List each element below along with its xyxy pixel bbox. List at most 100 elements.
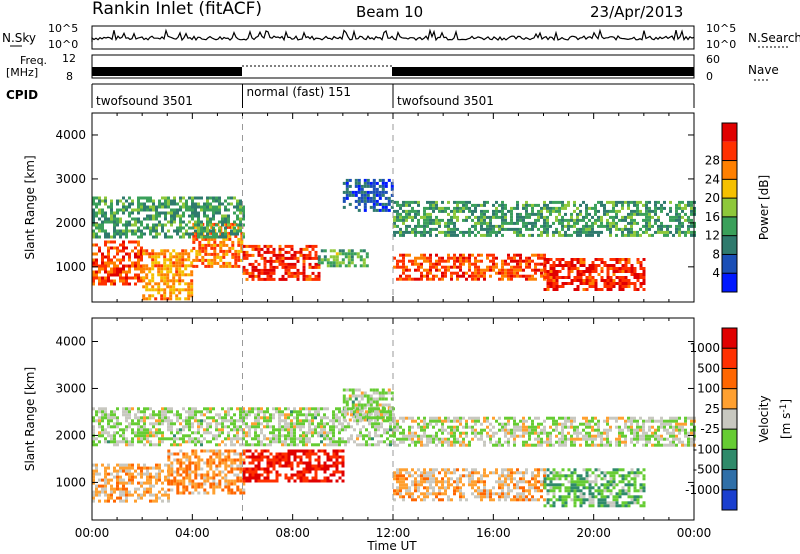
heatmap-cell — [392, 413, 395, 417]
heatmap-cell — [104, 475, 107, 479]
heatmap-cell — [218, 443, 221, 447]
heatmap-cell — [624, 285, 628, 288]
heatmap-cell — [92, 443, 95, 447]
heatmap-cell — [305, 419, 308, 423]
heatmap-cell — [414, 262, 417, 266]
heatmap-cell — [332, 416, 335, 420]
heatmap-cell — [140, 484, 143, 488]
heatmap-cell — [212, 437, 215, 441]
heatmap-cell — [603, 474, 607, 478]
heatmap-cell — [567, 486, 571, 490]
heatmap-cell — [420, 498, 423, 502]
heatmap-cell — [654, 206, 657, 210]
heatmap-cell — [190, 294, 194, 298]
heatmap-cell — [221, 214, 224, 218]
heatmap-cell — [450, 230, 453, 234]
heatmap-cell — [576, 270, 580, 273]
heatmap-cell — [522, 474, 525, 478]
heatmap-cell — [257, 425, 260, 429]
heatmap-cell — [248, 473, 252, 477]
heatmap-cell — [399, 218, 402, 222]
heatmap-cell — [573, 501, 577, 505]
heatmap-cell — [125, 490, 128, 494]
heatmap-cell — [573, 471, 577, 475]
heatmap-cell — [305, 413, 308, 417]
heatmap-cell — [435, 483, 438, 487]
heatmap-cell — [302, 413, 305, 417]
heatmap-cell — [356, 443, 359, 447]
heatmap-cell — [305, 256, 309, 260]
heatmap-cell — [290, 256, 294, 260]
cpid-label: CPID — [6, 88, 38, 102]
heatmap-cell — [426, 268, 429, 272]
heatmap-cell — [546, 230, 549, 234]
heatmap-cell — [251, 476, 255, 480]
heatmap-cell — [185, 425, 188, 429]
heatmap-cell — [230, 416, 233, 420]
heatmap-cell — [528, 483, 531, 487]
heatmap-cell — [597, 492, 601, 496]
heatmap-cell — [305, 470, 309, 474]
heatmap-cell — [152, 434, 155, 438]
heatmap-cell — [311, 464, 315, 468]
heatmap-cell — [290, 443, 293, 447]
heatmap-cell — [546, 203, 549, 207]
heatmap-cell — [209, 235, 212, 239]
heatmap-cell — [345, 397, 349, 401]
heatmap-cell — [242, 437, 245, 441]
heatmap-cell — [140, 481, 143, 485]
heatmap-cell — [137, 431, 140, 435]
heatmap-cell — [178, 264, 182, 268]
heatmap-cell — [119, 279, 122, 283]
heatmap-cell — [648, 212, 651, 216]
heatmap-cell — [591, 230, 594, 234]
heatmap-cell — [582, 501, 586, 505]
heatmap-cell — [570, 218, 573, 222]
heatmap-cell — [278, 437, 281, 441]
heatmap-cell — [447, 495, 450, 499]
heatmap-cell — [429, 486, 432, 490]
heatmap-cell — [251, 410, 254, 414]
heatmap-cell — [386, 410, 389, 414]
heatmap-cell — [116, 475, 119, 479]
heatmap-cell — [606, 224, 609, 228]
heatmap-cell — [269, 458, 273, 462]
heatmap-cell — [113, 226, 116, 230]
heatmap-cell — [432, 480, 435, 484]
heatmap-cell — [480, 259, 483, 263]
heatmap-cell — [594, 203, 597, 207]
heatmap-cell — [140, 264, 143, 268]
heatmap-cell — [492, 498, 495, 502]
heatmap-cell — [567, 474, 571, 478]
heatmap-cell — [154, 297, 158, 301]
heatmap-cell — [414, 233, 417, 237]
heatmap-cell — [113, 211, 116, 215]
heatmap-cell — [365, 264, 369, 268]
heatmap-cell — [567, 224, 570, 228]
heatmap-cell — [396, 212, 399, 216]
heatmap-cell — [528, 215, 531, 219]
heatmap-cell — [290, 449, 294, 453]
heatmap-cell — [338, 407, 341, 411]
heatmap-cell — [633, 498, 637, 502]
heatmap-cell — [219, 264, 223, 268]
heatmap-cell — [317, 434, 320, 438]
heatmap-cell — [615, 504, 619, 508]
heatmap-cell — [116, 232, 119, 236]
nave-label: Nave — [748, 63, 779, 77]
heatmap-cell — [206, 449, 210, 453]
heatmap-cell — [137, 243, 140, 247]
heatmap-cell — [513, 274, 516, 278]
heatmap-cell — [338, 431, 341, 435]
heatmap-cell — [639, 504, 643, 508]
heatmap-cell — [320, 422, 323, 426]
heatmap-cell — [137, 487, 140, 491]
heatmap-cell — [317, 455, 321, 459]
heatmap-cell — [573, 486, 577, 490]
heatmap-cell — [402, 259, 405, 263]
heatmap-cell — [116, 463, 119, 467]
heatmap-cell — [359, 443, 362, 447]
heatmap-cell — [302, 443, 305, 447]
heatmap-cell — [266, 410, 269, 414]
heatmap-cell — [402, 277, 405, 281]
